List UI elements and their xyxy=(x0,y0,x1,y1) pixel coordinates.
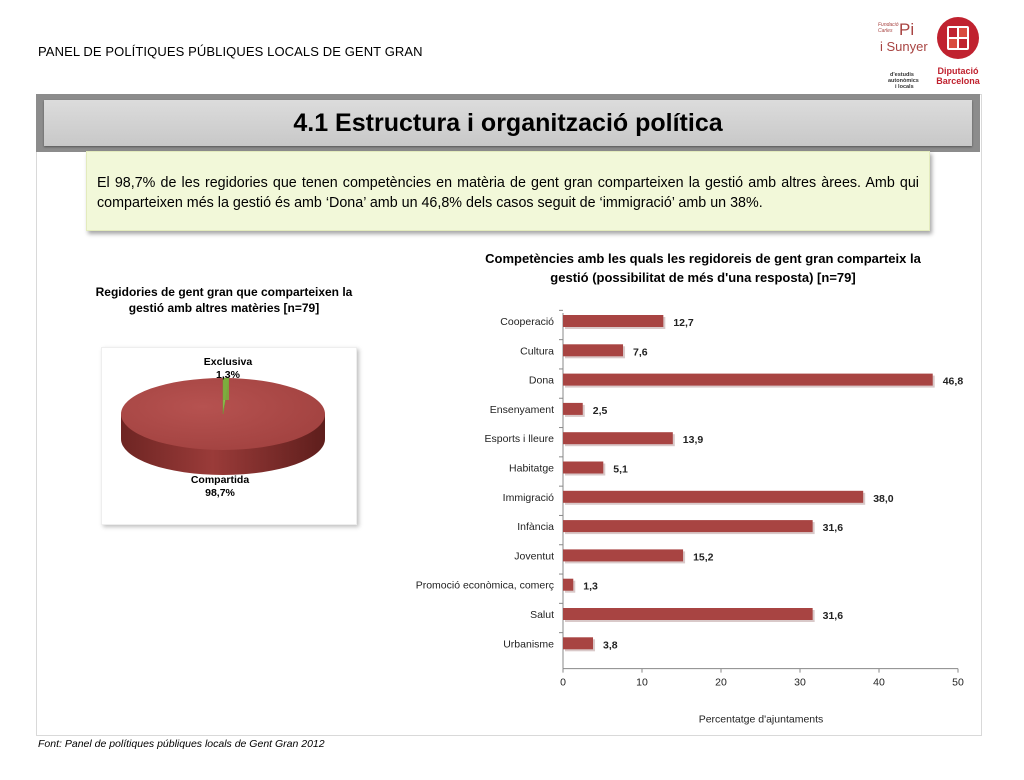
logo-text-3: Pi xyxy=(899,20,914,39)
summary-note: El 98,7% de les regidories que tenen com… xyxy=(86,151,930,231)
bar-10 xyxy=(563,608,813,620)
diba-shield-q3 xyxy=(949,39,957,48)
bar-4 xyxy=(563,432,673,445)
section-title-box: 4.1 Estructura i organització política xyxy=(44,100,972,146)
bar-value-label: 12,7 xyxy=(673,317,694,329)
pie-slice-exclusiva-side xyxy=(223,378,229,400)
bar-category-label: Joventut xyxy=(514,550,554,562)
diba-text-1: Diputació xyxy=(937,66,979,76)
bar-value-label: 2,5 xyxy=(593,405,608,417)
bar-11 xyxy=(563,637,594,650)
bar-8 xyxy=(563,549,684,562)
bar-x-tick-label: 30 xyxy=(794,677,806,689)
bar-category-label: Habitatge xyxy=(509,463,554,475)
pie-chart xyxy=(121,377,325,475)
bar-x-tick-label: 20 xyxy=(715,677,727,689)
bar-category-label: Dona xyxy=(529,375,554,387)
bar-9 xyxy=(563,578,574,591)
bar-6 xyxy=(563,490,864,503)
bar-1 xyxy=(563,344,624,357)
bar-chart: Cooperació 12,7 Cultura 7,6 Dona 46,8 Ensenyam… xyxy=(416,309,964,726)
bar-value-label: 1,3 xyxy=(583,581,598,593)
logo-text-6: autonòmics xyxy=(888,78,919,84)
bar-value-label: 46,8 xyxy=(943,376,964,388)
bar-5 xyxy=(563,461,604,474)
bar-chart-x-axis-label: Percentatge d'ajuntaments xyxy=(699,714,824,726)
pi-sunyer-logo: Fundació Carles Pi i Sunyer d'estudis au… xyxy=(878,20,928,90)
bar-value-label: 7,6 xyxy=(633,346,648,358)
bar-x-tick-label: 10 xyxy=(636,677,648,689)
bar-value-label: 31,6 xyxy=(823,610,844,622)
bar-value-label: 31,6 xyxy=(823,522,844,534)
bar-category-label: Urbanisme xyxy=(503,638,554,650)
bar-value-label: 15,2 xyxy=(693,551,714,563)
pie-label-exclusiva-name: Exclusiva xyxy=(203,356,253,368)
pie-label-compartida: Compartida 98,7% xyxy=(184,474,256,500)
diba-shield-q1 xyxy=(949,28,957,37)
bar-value-label: 5,1 xyxy=(613,464,628,476)
bar-value-label: 38,0 xyxy=(873,493,894,505)
logo-text-7: i locals xyxy=(895,84,914,90)
logo-text-2: Carles xyxy=(878,28,893,34)
bar-category-label: Salut xyxy=(530,609,554,621)
diba-shield-q4 xyxy=(959,39,967,48)
bar-value-label: 13,9 xyxy=(683,434,704,446)
bar-2 xyxy=(563,373,933,386)
bar-value-label: 3,8 xyxy=(603,639,618,651)
bar-7 xyxy=(563,520,813,533)
bar-category-label: Immigració xyxy=(503,492,555,504)
bar-3 xyxy=(563,402,583,415)
pie-label-compartida-name: Compartida xyxy=(190,474,250,486)
bar-x-tick-label: 0 xyxy=(560,677,566,689)
pie-label-exclusiva-value: 1,3% xyxy=(216,369,240,381)
bar-category-label: Ensenyament xyxy=(490,404,554,416)
logo-text-1: Fundació xyxy=(878,22,899,28)
pie-chart-title: Regidories de gent gran que comparteixen… xyxy=(95,285,353,315)
bar-x-tick-label: 50 xyxy=(952,677,964,689)
pie-label-exclusiva: Exclusiva 1,3% xyxy=(198,356,258,382)
bar-category-label: Cultura xyxy=(520,345,554,357)
section-title: 4.1 Estructura i organització política xyxy=(293,108,723,137)
diba-shield-q2 xyxy=(959,28,967,37)
diba-text-2: Barcelona xyxy=(936,76,981,86)
header-title: PANEL DE POLÍTIQUES PÚBLIQUES LOCALS DE … xyxy=(38,44,423,59)
source-footnote: Font: Panel de polítiques públiques loca… xyxy=(38,738,325,750)
logo-text-5: d'estudis xyxy=(890,72,914,78)
bar-chart-title: Competències amb les quals les regidorei… xyxy=(485,251,921,285)
bar-category-label: Esports i lleure xyxy=(485,433,555,445)
logo-text-4: i Sunyer xyxy=(880,39,928,54)
bar-category-label: Infància xyxy=(517,521,554,533)
bar-x-tick-label: 40 xyxy=(873,677,885,689)
diputacio-barcelona-logo: Diputació Barcelona xyxy=(936,17,981,86)
bar-category-label: Promoció econòmica, comerç xyxy=(416,580,554,592)
bar-0 xyxy=(563,315,664,327)
summary-text: El 98,7% de les regidories que tenen com… xyxy=(97,175,919,211)
bar-category-label: Cooperació xyxy=(500,316,554,328)
pie-label-compartida-value: 98,7% xyxy=(205,487,235,499)
